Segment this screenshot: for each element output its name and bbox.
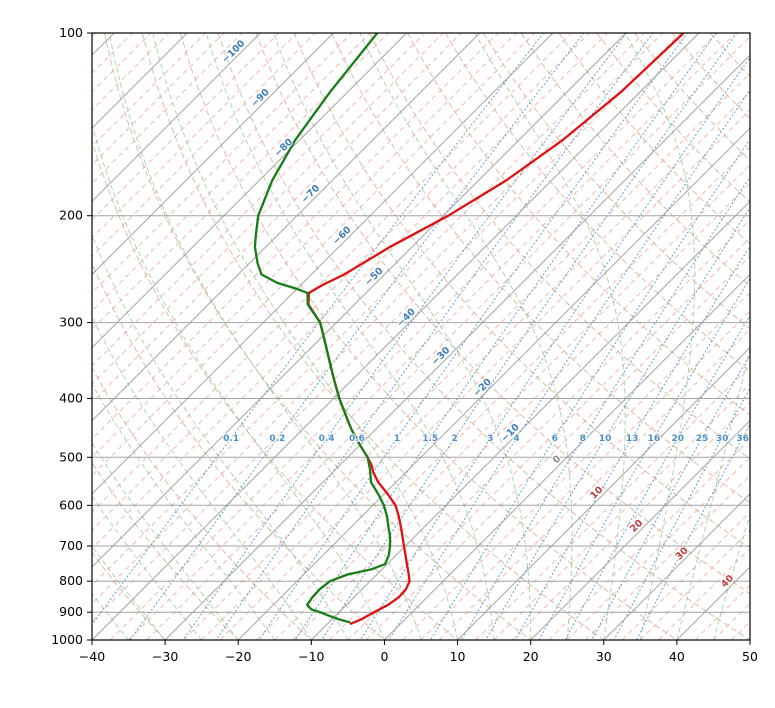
isobar-gridlines [92, 33, 750, 640]
mixing-ratio-lines [92, 33, 750, 640]
svg-text:0.4: 0.4 [319, 434, 335, 444]
svg-text:50: 50 [742, 649, 758, 664]
svg-text:100: 100 [59, 25, 83, 40]
svg-text:900: 900 [59, 604, 83, 619]
svg-text:1.5: 1.5 [422, 434, 438, 444]
mixing-ratio-labels: 0.1 0.2 0.4 0.6 1 1.5 2 3 4 6 8 10 13 16 20 25 30 36 [222, 433, 750, 445]
temperature-curve [307, 33, 685, 625]
svg-text:13: 13 [626, 434, 639, 444]
svg-text:36: 36 [736, 434, 749, 444]
svg-text:−40: −40 [79, 649, 105, 664]
svg-text:20: 20 [523, 649, 539, 664]
svg-text:10: 10 [450, 649, 466, 664]
svg-text:8: 8 [580, 434, 586, 444]
svg-text:500: 500 [59, 449, 83, 464]
svg-text:40: 40 [669, 649, 685, 664]
dewpoint-curve [253, 33, 392, 624]
x-tick-labels: −40 −30 −20 −10 0 10 20 30 40 50 [79, 649, 758, 664]
axes: −40 −30 −20 −10 0 10 20 30 40 5010020030040050060… [51, 25, 758, 664]
svg-text:0: 0 [380, 649, 388, 664]
svg-text:400: 400 [59, 390, 83, 405]
plot-border [91, 32, 751, 641]
svg-text:2: 2 [452, 434, 458, 444]
svg-text:1000: 1000 [51, 632, 83, 647]
svg-text:700: 700 [59, 538, 83, 553]
svg-text:0.6: 0.6 [349, 434, 365, 444]
svg-text:−30: −30 [152, 649, 178, 664]
svg-text:−20: −20 [225, 649, 251, 664]
svg-text:16: 16 [648, 434, 661, 444]
svg-text:3: 3 [487, 434, 493, 444]
svg-text:300: 300 [59, 315, 83, 330]
svg-text:25: 25 [696, 434, 709, 444]
svg-text:1: 1 [394, 434, 400, 444]
svg-text:200: 200 [59, 208, 83, 223]
plot-area: −100−90−80−70−60−50−40−30−20−10010203040… [92, 33, 750, 640]
svg-text:4: 4 [513, 434, 519, 444]
isotherms-major [92, 33, 750, 640]
svg-text:10: 10 [599, 434, 612, 444]
svg-text:30: 30 [596, 649, 612, 664]
svg-text:20: 20 [671, 434, 684, 444]
svg-text:800: 800 [59, 573, 83, 588]
svg-text:0.1: 0.1 [223, 434, 239, 444]
y-tick-labels: 100 200 300 400 500 600 700 800 900 1000 [51, 25, 83, 647]
svg-text:30: 30 [716, 434, 729, 444]
svg-text:6: 6 [552, 434, 558, 444]
svg-text:600: 600 [59, 497, 83, 512]
isotherms-minor [92, 33, 750, 640]
svg-text:−10: −10 [298, 649, 324, 664]
svg-text:0.2: 0.2 [269, 434, 285, 444]
